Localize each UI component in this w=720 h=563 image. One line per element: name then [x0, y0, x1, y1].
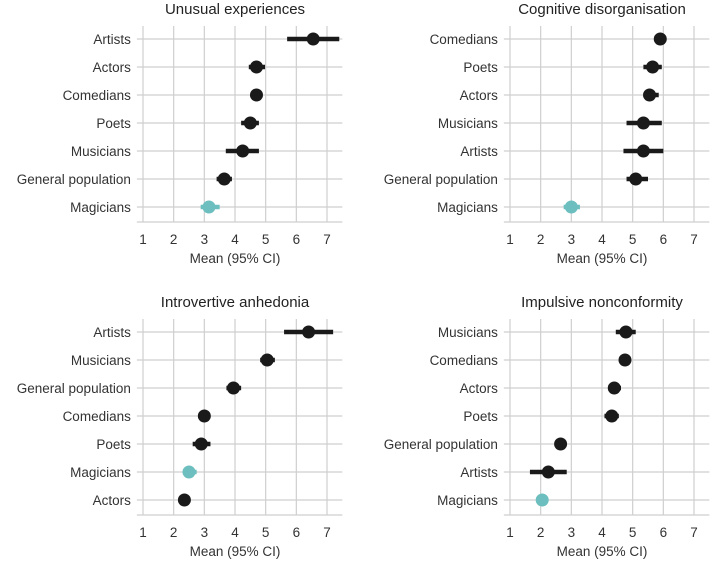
category-label: Magicians [437, 493, 498, 508]
mean-point [636, 116, 650, 130]
category-label: Magicians [70, 200, 131, 215]
x-tick-label: 7 [323, 525, 331, 540]
category-label: Actors [460, 381, 499, 396]
x-tick-label: 3 [201, 232, 209, 247]
x-tick-label: 7 [323, 232, 331, 247]
x-tick-label: 2 [537, 525, 545, 540]
mean-point [194, 437, 208, 451]
x-axis-label: Mean (95% CI) [557, 251, 648, 266]
mean-point [260, 353, 274, 367]
category-label: Poets [463, 409, 498, 424]
category-label: Comedians [430, 353, 499, 368]
mean-point [177, 493, 191, 507]
mean-point [197, 409, 211, 423]
mean-point [636, 144, 650, 158]
x-tick-label: 7 [690, 232, 698, 247]
x-tick-label: 7 [690, 525, 698, 540]
x-tick-label: 4 [231, 232, 239, 247]
panel-title: Impulsive nonconformity [521, 294, 683, 311]
category-label: Comedians [430, 32, 499, 47]
x-tick-label: 3 [201, 525, 209, 540]
x-tick-label: 5 [629, 525, 637, 540]
x-tick-label: 4 [598, 525, 606, 540]
mean-point [306, 32, 320, 46]
category-label: Poets [463, 60, 498, 75]
mean-point [605, 409, 619, 423]
category-label: Actors [93, 60, 132, 75]
mean-point [217, 172, 231, 186]
mean-point [236, 144, 250, 158]
mean-point [541, 465, 555, 479]
mean-point [182, 465, 196, 479]
x-tick-label: 6 [293, 525, 301, 540]
x-tick-label: 4 [231, 525, 239, 540]
mean-point [243, 116, 257, 130]
category-label: Musicians [71, 353, 131, 368]
category-label: General population [384, 437, 498, 452]
x-axis-label: Mean (95% CI) [557, 544, 648, 559]
x-tick-label: 2 [170, 232, 178, 247]
x-tick-label: 5 [262, 232, 270, 247]
mean-point [226, 381, 240, 395]
category-label: General population [384, 172, 498, 187]
x-tick-label: 6 [293, 232, 301, 247]
x-tick-label: 2 [170, 525, 178, 540]
x-axis-label: Mean (95% CI) [190, 251, 281, 266]
x-tick-label: 5 [262, 525, 270, 540]
panel-impulsive-nonconformity: Impulsive nonconformity Mean (95% CI) 1 2… [384, 294, 710, 559]
x-axis-label: Mean (95% CI) [190, 544, 281, 559]
panel-title: Unusual experiences [165, 1, 305, 18]
mean-point [302, 325, 316, 339]
panel-introvertive-anhedonia: Introvertive anhedonia Mean (95% CI) 1 2 3… [17, 294, 343, 559]
mean-point [554, 437, 568, 451]
category-label: Poets [96, 116, 131, 131]
category-label: Artists [460, 144, 498, 159]
mean-point [643, 88, 657, 102]
category-label: Comedians [63, 409, 132, 424]
mean-point [629, 172, 643, 186]
mean-point [249, 88, 263, 102]
mean-point [619, 325, 633, 339]
mean-point [607, 381, 621, 395]
category-label: Actors [93, 493, 132, 508]
x-tick-label: 3 [568, 232, 576, 247]
category-label: Artists [93, 325, 131, 340]
category-label: Magicians [70, 465, 131, 480]
x-tick-label: 4 [598, 232, 606, 247]
category-label: Comedians [63, 88, 132, 103]
mean-point [535, 493, 549, 507]
panel-cognitive-disorganisation: Cognitive disorganisation Mean (95% CI) … [384, 1, 710, 266]
mean-point [249, 60, 263, 74]
x-tick-label: 6 [660, 525, 668, 540]
category-label: Musicians [71, 144, 131, 159]
x-tick-label: 1 [139, 232, 147, 247]
category-label: Musicians [438, 116, 498, 131]
panel-title: Cognitive disorganisation [518, 1, 686, 18]
x-tick-label: 3 [568, 525, 576, 540]
category-label: Musicians [438, 325, 498, 340]
x-tick-label: 1 [139, 525, 147, 540]
x-tick-label: 6 [660, 232, 668, 247]
x-tick-label: 1 [506, 232, 514, 247]
category-label: Artists [93, 32, 131, 47]
mean-point [653, 32, 667, 46]
category-label: Artists [460, 465, 498, 480]
category-label: Poets [96, 437, 131, 452]
category-label: General population [17, 172, 131, 187]
x-tick-label: 2 [537, 232, 545, 247]
x-tick-label: 5 [629, 232, 637, 247]
category-label: General population [17, 381, 131, 396]
category-label: Actors [460, 88, 499, 103]
x-tick-label: 1 [506, 525, 514, 540]
mean-point [202, 200, 216, 214]
mean-point [564, 200, 578, 214]
panel-unusual-experiences: Unusual experiences Mean (95% CI) 1 2 3 4 5 6… [17, 1, 343, 266]
mean-point [618, 353, 632, 367]
panel-title: Introvertive anhedonia [161, 294, 310, 311]
category-label: Magicians [437, 200, 498, 215]
mean-point [646, 60, 660, 74]
